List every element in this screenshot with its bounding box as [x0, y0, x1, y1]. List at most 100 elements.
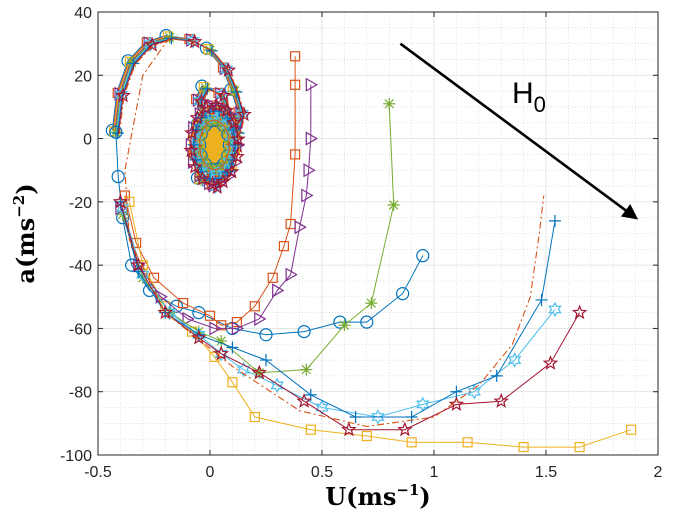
pentagram-marker	[251, 364, 268, 380]
circle-marker	[333, 315, 347, 329]
circle-marker	[360, 315, 374, 329]
asterisk-marker	[199, 81, 212, 94]
pentagram-marker	[115, 87, 131, 103]
pentagram-marker	[397, 421, 413, 437]
y-axis-label-exponent: −2	[10, 195, 28, 218]
triangle-marker	[182, 311, 195, 326]
pentagram-marker	[184, 124, 200, 140]
asterisk-marker	[365, 297, 378, 310]
asterisk-marker	[383, 97, 396, 110]
plus-marker	[548, 214, 561, 227]
x-tick-label: 2	[654, 464, 663, 481]
spiral-line	[119, 38, 246, 189]
y-axis-label: a(ms−2)	[10, 183, 40, 283]
plus-marker	[165, 32, 178, 45]
pentagram-marker	[208, 97, 225, 113]
x-axis-label-main: U(ms	[325, 482, 396, 511]
pentagram-marker	[183, 142, 199, 158]
circle-marker	[416, 249, 430, 263]
circle-marker	[125, 258, 139, 272]
pentagram-marker	[194, 170, 211, 186]
circle-marker	[259, 328, 273, 342]
pentagram-marker	[542, 355, 559, 370]
data-series	[105, 28, 637, 453]
y-tick-label: -60	[69, 321, 92, 338]
pentagram-marker	[198, 99, 214, 115]
triangle-marker	[185, 137, 199, 152]
y-tick-label: 40	[74, 5, 92, 22]
triangle-marker	[254, 311, 267, 326]
hexagram-marker	[214, 345, 228, 362]
x-axis-label-close: )	[419, 482, 430, 511]
y-tick-label: 20	[74, 68, 92, 85]
series-0	[109, 125, 430, 342]
pentagram-marker	[144, 36, 160, 52]
triangle-marker	[301, 188, 314, 203]
triangle-marker	[305, 131, 319, 146]
hexagram-marker	[186, 33, 200, 49]
x-tick-label: -0.5	[84, 464, 112, 481]
triangle-marker	[224, 168, 237, 183]
triangle-marker	[305, 77, 319, 92]
series-line	[119, 201, 581, 431]
series-line	[119, 201, 556, 418]
square-marker	[278, 241, 290, 252]
circle-marker	[111, 169, 125, 184]
pentagram-marker	[189, 109, 205, 125]
plus-marker	[405, 411, 418, 424]
pentagram-marker	[187, 33, 203, 49]
square-marker	[574, 441, 585, 453]
pentagram-marker	[130, 256, 147, 272]
pentagram-marker	[187, 158, 203, 174]
axis-ticks: -0.5 0 0.5 1 1.5 2 -100 -80 -60 -40 -20 0 20 40	[60, 5, 663, 481]
square-marker	[290, 51, 301, 62]
h0-annotation: H0	[399, 42, 639, 220]
series-8	[124, 36, 545, 428]
pentagram-marker	[448, 396, 465, 411]
asterisk-marker	[195, 173, 208, 186]
triangle-marker	[194, 168, 207, 183]
hexagram-marker	[315, 399, 329, 416]
square-marker	[406, 437, 417, 448]
square-marker	[290, 149, 301, 160]
grid	[97, 11, 659, 456]
pentagram-marker	[296, 393, 312, 408]
triangle-marker	[285, 267, 298, 282]
pentagram-marker	[223, 163, 240, 179]
triangle-marker	[294, 220, 307, 235]
circle-marker	[297, 324, 311, 339]
triangle-marker	[272, 283, 285, 298]
triangle-marker	[303, 163, 316, 178]
hexagram-marker	[219, 61, 234, 78]
circle-marker	[192, 306, 206, 320]
y-tick-label: -80	[69, 385, 92, 402]
series-1	[119, 51, 301, 331]
hexagram-marker	[209, 166, 223, 183]
asterisk-marker	[300, 363, 313, 376]
h0-arrow	[399, 42, 639, 220]
x-tick-label: 0.5	[311, 464, 333, 481]
y-axis-label-main: a(ms	[11, 218, 40, 284]
y-axis-label-close: )	[11, 183, 40, 194]
square-marker	[216, 320, 227, 331]
plus-marker	[535, 293, 548, 306]
square-marker	[249, 301, 260, 312]
square-marker	[305, 424, 316, 435]
square-marker	[462, 437, 473, 448]
plus-marker	[349, 411, 362, 424]
circle-marker	[396, 287, 410, 301]
plus-marker	[189, 123, 202, 136]
pentagram-marker	[226, 114, 242, 130]
axis-labels: U(ms−1)a(ms−2)	[10, 183, 431, 511]
x-tick-label: 1.5	[535, 464, 557, 481]
series-5	[115, 200, 562, 425]
square-marker	[626, 424, 637, 435]
hexagram-marker	[215, 86, 229, 103]
pentagram-marker	[220, 62, 237, 77]
series-7	[112, 193, 588, 437]
plot-frame	[97, 11, 659, 456]
pentagram-marker	[341, 421, 357, 437]
pentagram-marker	[193, 93, 210, 109]
pentagram-marker	[493, 393, 509, 408]
